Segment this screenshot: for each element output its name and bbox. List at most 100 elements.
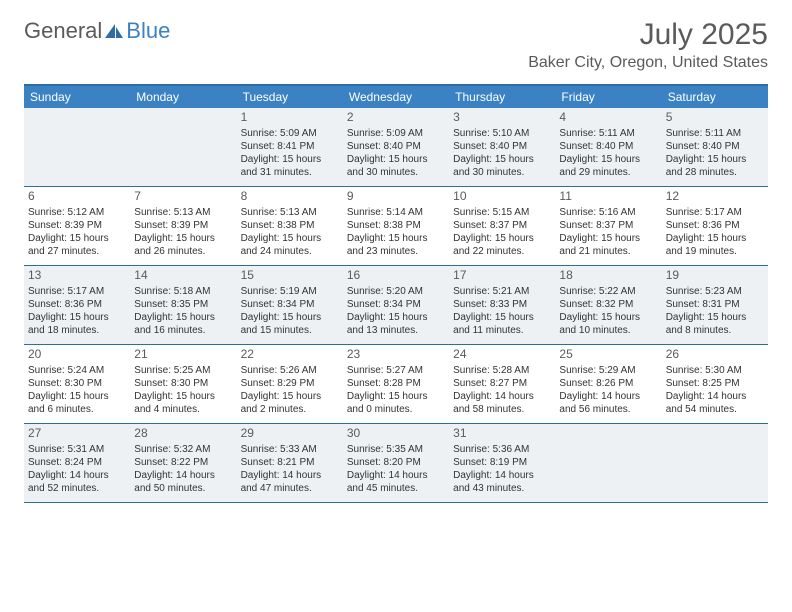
day-number: 19 (666, 268, 764, 285)
calendar-cell: 23Sunrise: 5:27 AMSunset: 8:28 PMDayligh… (343, 345, 449, 423)
sunset-text: Sunset: 8:20 PM (347, 456, 445, 469)
sunset-text: Sunset: 8:27 PM (453, 377, 551, 390)
day-number: 6 (28, 189, 126, 206)
calendar-cell: 8Sunrise: 5:13 AMSunset: 8:38 PMDaylight… (237, 187, 343, 265)
sunset-text: Sunset: 8:37 PM (453, 219, 551, 232)
calendar-cell (555, 424, 661, 502)
calendar-cell: 10Sunrise: 5:15 AMSunset: 8:37 PMDayligh… (449, 187, 555, 265)
sunrise-text: Sunrise: 5:12 AM (28, 206, 126, 219)
logo-text-blue: Blue (126, 18, 170, 44)
sunrise-text: Sunrise: 5:17 AM (28, 285, 126, 298)
daylight-text: Daylight: 15 hours and 18 minutes. (28, 311, 126, 337)
day-number: 30 (347, 426, 445, 443)
sunset-text: Sunset: 8:26 PM (559, 377, 657, 390)
calendar-cell (24, 108, 130, 186)
day-header-sunday: Sunday (24, 86, 130, 108)
day-number: 1 (241, 110, 339, 127)
sunset-text: Sunset: 8:31 PM (666, 298, 764, 311)
sunset-text: Sunset: 8:34 PM (347, 298, 445, 311)
sunrise-text: Sunrise: 5:11 AM (559, 127, 657, 140)
calendar-cell: 22Sunrise: 5:26 AMSunset: 8:29 PMDayligh… (237, 345, 343, 423)
day-number: 3 (453, 110, 551, 127)
daylight-text: Daylight: 15 hours and 8 minutes. (666, 311, 764, 337)
sunrise-text: Sunrise: 5:27 AM (347, 364, 445, 377)
sunset-text: Sunset: 8:40 PM (347, 140, 445, 153)
calendar: SundayMondayTuesdayWednesdayThursdayFrid… (24, 84, 768, 503)
sunset-text: Sunset: 8:28 PM (347, 377, 445, 390)
day-number: 27 (28, 426, 126, 443)
calendar-cell: 29Sunrise: 5:33 AMSunset: 8:21 PMDayligh… (237, 424, 343, 502)
day-number: 8 (241, 189, 339, 206)
sunset-text: Sunset: 8:39 PM (28, 219, 126, 232)
daylight-text: Daylight: 15 hours and 16 minutes. (134, 311, 232, 337)
daylight-text: Daylight: 15 hours and 26 minutes. (134, 232, 232, 258)
day-number: 13 (28, 268, 126, 285)
calendar-cell: 19Sunrise: 5:23 AMSunset: 8:31 PMDayligh… (662, 266, 768, 344)
sunrise-text: Sunrise: 5:30 AM (666, 364, 764, 377)
daylight-text: Daylight: 15 hours and 11 minutes. (453, 311, 551, 337)
location-text: Baker City, Oregon, United States (528, 54, 768, 72)
header: General Blue July 2025 Baker City, Orego… (0, 0, 792, 76)
sunrise-text: Sunrise: 5:26 AM (241, 364, 339, 377)
sunrise-text: Sunrise: 5:23 AM (666, 285, 764, 298)
calendar-cell: 18Sunrise: 5:22 AMSunset: 8:32 PMDayligh… (555, 266, 661, 344)
daylight-text: Daylight: 15 hours and 21 minutes. (559, 232, 657, 258)
sunset-text: Sunset: 8:38 PM (241, 219, 339, 232)
month-title: July 2025 (528, 18, 768, 52)
sunrise-text: Sunrise: 5:17 AM (666, 206, 764, 219)
sunset-text: Sunset: 8:40 PM (559, 140, 657, 153)
daylight-text: Daylight: 15 hours and 0 minutes. (347, 390, 445, 416)
sunrise-text: Sunrise: 5:35 AM (347, 443, 445, 456)
sunrise-text: Sunrise: 5:18 AM (134, 285, 232, 298)
daylight-text: Daylight: 15 hours and 4 minutes. (134, 390, 232, 416)
sunset-text: Sunset: 8:40 PM (453, 140, 551, 153)
daylight-text: Daylight: 14 hours and 58 minutes. (453, 390, 551, 416)
sunset-text: Sunset: 8:35 PM (134, 298, 232, 311)
day-number: 14 (134, 268, 232, 285)
week-row: 27Sunrise: 5:31 AMSunset: 8:24 PMDayligh… (24, 424, 768, 503)
calendar-cell: 11Sunrise: 5:16 AMSunset: 8:37 PMDayligh… (555, 187, 661, 265)
calendar-cell: 12Sunrise: 5:17 AMSunset: 8:36 PMDayligh… (662, 187, 768, 265)
sunset-text: Sunset: 8:40 PM (666, 140, 764, 153)
sunrise-text: Sunrise: 5:19 AM (241, 285, 339, 298)
calendar-cell: 20Sunrise: 5:24 AMSunset: 8:30 PMDayligh… (24, 345, 130, 423)
sunrise-text: Sunrise: 5:32 AM (134, 443, 232, 456)
sunrise-text: Sunrise: 5:14 AM (347, 206, 445, 219)
daylight-text: Daylight: 15 hours and 22 minutes. (453, 232, 551, 258)
day-header-wednesday: Wednesday (343, 86, 449, 108)
daylight-text: Daylight: 15 hours and 30 minutes. (347, 153, 445, 179)
calendar-cell (130, 108, 236, 186)
daylight-text: Daylight: 15 hours and 29 minutes. (559, 153, 657, 179)
calendar-cell: 14Sunrise: 5:18 AMSunset: 8:35 PMDayligh… (130, 266, 236, 344)
calendar-cell: 5Sunrise: 5:11 AMSunset: 8:40 PMDaylight… (662, 108, 768, 186)
calendar-cell: 1Sunrise: 5:09 AMSunset: 8:41 PMDaylight… (237, 108, 343, 186)
logo-text-general: General (24, 18, 102, 44)
day-header-row: SundayMondayTuesdayWednesdayThursdayFrid… (24, 86, 768, 108)
sunrise-text: Sunrise: 5:10 AM (453, 127, 551, 140)
sunset-text: Sunset: 8:41 PM (241, 140, 339, 153)
day-number: 21 (134, 347, 232, 364)
day-header-friday: Friday (555, 86, 661, 108)
sunrise-text: Sunrise: 5:29 AM (559, 364, 657, 377)
daylight-text: Daylight: 14 hours and 54 minutes. (666, 390, 764, 416)
day-number: 29 (241, 426, 339, 443)
week-row: 20Sunrise: 5:24 AMSunset: 8:30 PMDayligh… (24, 345, 768, 424)
day-number: 15 (241, 268, 339, 285)
day-number: 26 (666, 347, 764, 364)
sunset-text: Sunset: 8:38 PM (347, 219, 445, 232)
calendar-cell: 2Sunrise: 5:09 AMSunset: 8:40 PMDaylight… (343, 108, 449, 186)
sunset-text: Sunset: 8:25 PM (666, 377, 764, 390)
sunrise-text: Sunrise: 5:15 AM (453, 206, 551, 219)
logo-sail-icon (104, 23, 124, 39)
sunrise-text: Sunrise: 5:20 AM (347, 285, 445, 298)
sunrise-text: Sunrise: 5:25 AM (134, 364, 232, 377)
day-number: 2 (347, 110, 445, 127)
week-row: 6Sunrise: 5:12 AMSunset: 8:39 PM Daylight… (24, 187, 768, 266)
day-number: 20 (28, 347, 126, 364)
daylight-text: Daylight: 15 hours and 28 minutes. (666, 153, 764, 179)
sunrise-text: Sunrise: 5:13 AM (134, 206, 232, 219)
daylight-text: Daylight: 15 hours and 19 minutes. (666, 232, 764, 258)
daylight-text: Daylight: 14 hours and 47 minutes. (241, 469, 339, 495)
calendar-cell: 16Sunrise: 5:20 AMSunset: 8:34 PMDayligh… (343, 266, 449, 344)
sunset-text: Sunset: 8:37 PM (559, 219, 657, 232)
